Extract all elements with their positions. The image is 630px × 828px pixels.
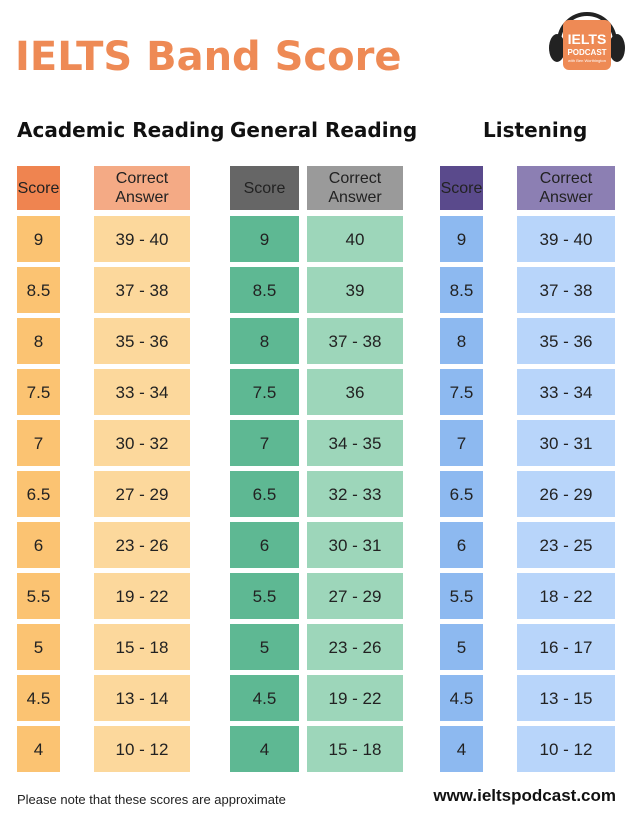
academic-reading-score-cell: 5 [17, 624, 60, 670]
listening-answer-cell: 30 - 31 [517, 420, 615, 466]
svg-text:IELTS: IELTS [568, 31, 607, 47]
general-reading-answer-cell: 23 - 26 [307, 624, 403, 670]
general-reading-score-cell: 5.5 [230, 573, 299, 619]
academic-reading-score-header: Score [17, 166, 60, 210]
listening-score-cell: 4.5 [440, 675, 483, 721]
listening-score-cell: 9 [440, 216, 483, 262]
academic-reading-answer-cell: 19 - 22 [94, 573, 190, 619]
general-reading-score-cell: 5 [230, 624, 299, 670]
academic-reading-answer-cell: 27 - 29 [94, 471, 190, 517]
listening-score-cell: 8.5 [440, 267, 483, 313]
listening-answer-cell: 10 - 12 [517, 726, 615, 772]
general-reading-score-cell: 4 [230, 726, 299, 772]
listening-score-cell: 5 [440, 624, 483, 670]
general-reading-answer-cell: 15 - 18 [307, 726, 403, 772]
academic-reading-score-cell: 8 [17, 318, 60, 364]
svg-text:with Ben Worthington: with Ben Worthington [568, 58, 606, 63]
general-reading-score-cell: 6.5 [230, 471, 299, 517]
listening-score-header: Score [440, 166, 483, 210]
academic-reading-score-cell: 7.5 [17, 369, 60, 415]
academic-reading-answer-cell: 13 - 14 [94, 675, 190, 721]
academic-reading-answer-cell: 37 - 38 [94, 267, 190, 313]
listening-score-cell: 7.5 [440, 369, 483, 415]
listening-heading: Listening [483, 118, 588, 142]
academic-reading-score-cell: 4 [17, 726, 60, 772]
general-reading-answer-header: Correct Answer [307, 166, 403, 210]
academic-reading-answer-cell: 23 - 26 [94, 522, 190, 568]
listening-score-cell: 7 [440, 420, 483, 466]
general-reading-score-cell: 9 [230, 216, 299, 262]
general-reading-heading: General Reading [230, 118, 418, 142]
general-reading-score-cell: 4.5 [230, 675, 299, 721]
listening-score-cell: 8 [440, 318, 483, 364]
listening-answer-cell: 33 - 34 [517, 369, 615, 415]
general-reading-score-header: Score [230, 166, 299, 210]
website-url[interactable]: www.ieltspodcast.com [433, 786, 616, 805]
general-reading-score-cell: 7.5 [230, 369, 299, 415]
academic-reading-score-cell: 4.5 [17, 675, 60, 721]
general-reading-score-cell: 7 [230, 420, 299, 466]
general-reading-score-cell: 8.5 [230, 267, 299, 313]
academic-reading-answer-cell: 39 - 40 [94, 216, 190, 262]
academic-reading-heading: Academic Reading [17, 118, 225, 142]
academic-reading-answer-cell: 33 - 34 [94, 369, 190, 415]
listening-score-cell: 6.5 [440, 471, 483, 517]
svg-text:PODCAST: PODCAST [567, 48, 606, 57]
general-reading-answer-cell: 40 [307, 216, 403, 262]
general-reading-score-cell: 6 [230, 522, 299, 568]
listening-answer-cell: 26 - 29 [517, 471, 615, 517]
academic-reading-answer-cell: 15 - 18 [94, 624, 190, 670]
general-reading-answer-cell: 19 - 22 [307, 675, 403, 721]
listening-answer-cell: 35 - 36 [517, 318, 615, 364]
general-reading-score-cell: 8 [230, 318, 299, 364]
general-reading-answer-cell: 30 - 31 [307, 522, 403, 568]
general-reading-answer-cell: 34 - 35 [307, 420, 403, 466]
listening-score-cell: 4 [440, 726, 483, 772]
academic-reading-score-cell: 9 [17, 216, 60, 262]
academic-reading-score-cell: 8.5 [17, 267, 60, 313]
listening-answer-cell: 16 - 17 [517, 624, 615, 670]
general-reading-answer-cell: 39 [307, 267, 403, 313]
academic-reading-score-cell: 6.5 [17, 471, 60, 517]
general-reading-answer-cell: 27 - 29 [307, 573, 403, 619]
page-title: IELTS Band Score [15, 34, 402, 80]
listening-score-cell: 5.5 [440, 573, 483, 619]
general-reading-answer-cell: 37 - 38 [307, 318, 403, 364]
academic-reading-answer-header: Correct Answer [94, 166, 190, 210]
general-reading-answer-cell: 36 [307, 369, 403, 415]
academic-reading-answer-cell: 30 - 32 [94, 420, 190, 466]
listening-answer-header: Correct Answer [517, 166, 615, 210]
listening-answer-cell: 37 - 38 [517, 267, 615, 313]
academic-reading-answer-cell: 35 - 36 [94, 318, 190, 364]
ielts-podcast-logo: IELTS PODCAST with Ben Worthington [549, 12, 625, 70]
general-reading-answer-cell: 32 - 33 [307, 471, 403, 517]
listening-answer-cell: 18 - 22 [517, 573, 615, 619]
listening-score-cell: 6 [440, 522, 483, 568]
footnote: Please note that these scores are approx… [17, 792, 286, 807]
academic-reading-score-cell: 5.5 [17, 573, 60, 619]
listening-answer-cell: 23 - 25 [517, 522, 615, 568]
academic-reading-answer-cell: 10 - 12 [94, 726, 190, 772]
listening-answer-cell: 39 - 40 [517, 216, 615, 262]
academic-reading-score-cell: 6 [17, 522, 60, 568]
academic-reading-score-cell: 7 [17, 420, 60, 466]
listening-answer-cell: 13 - 15 [517, 675, 615, 721]
